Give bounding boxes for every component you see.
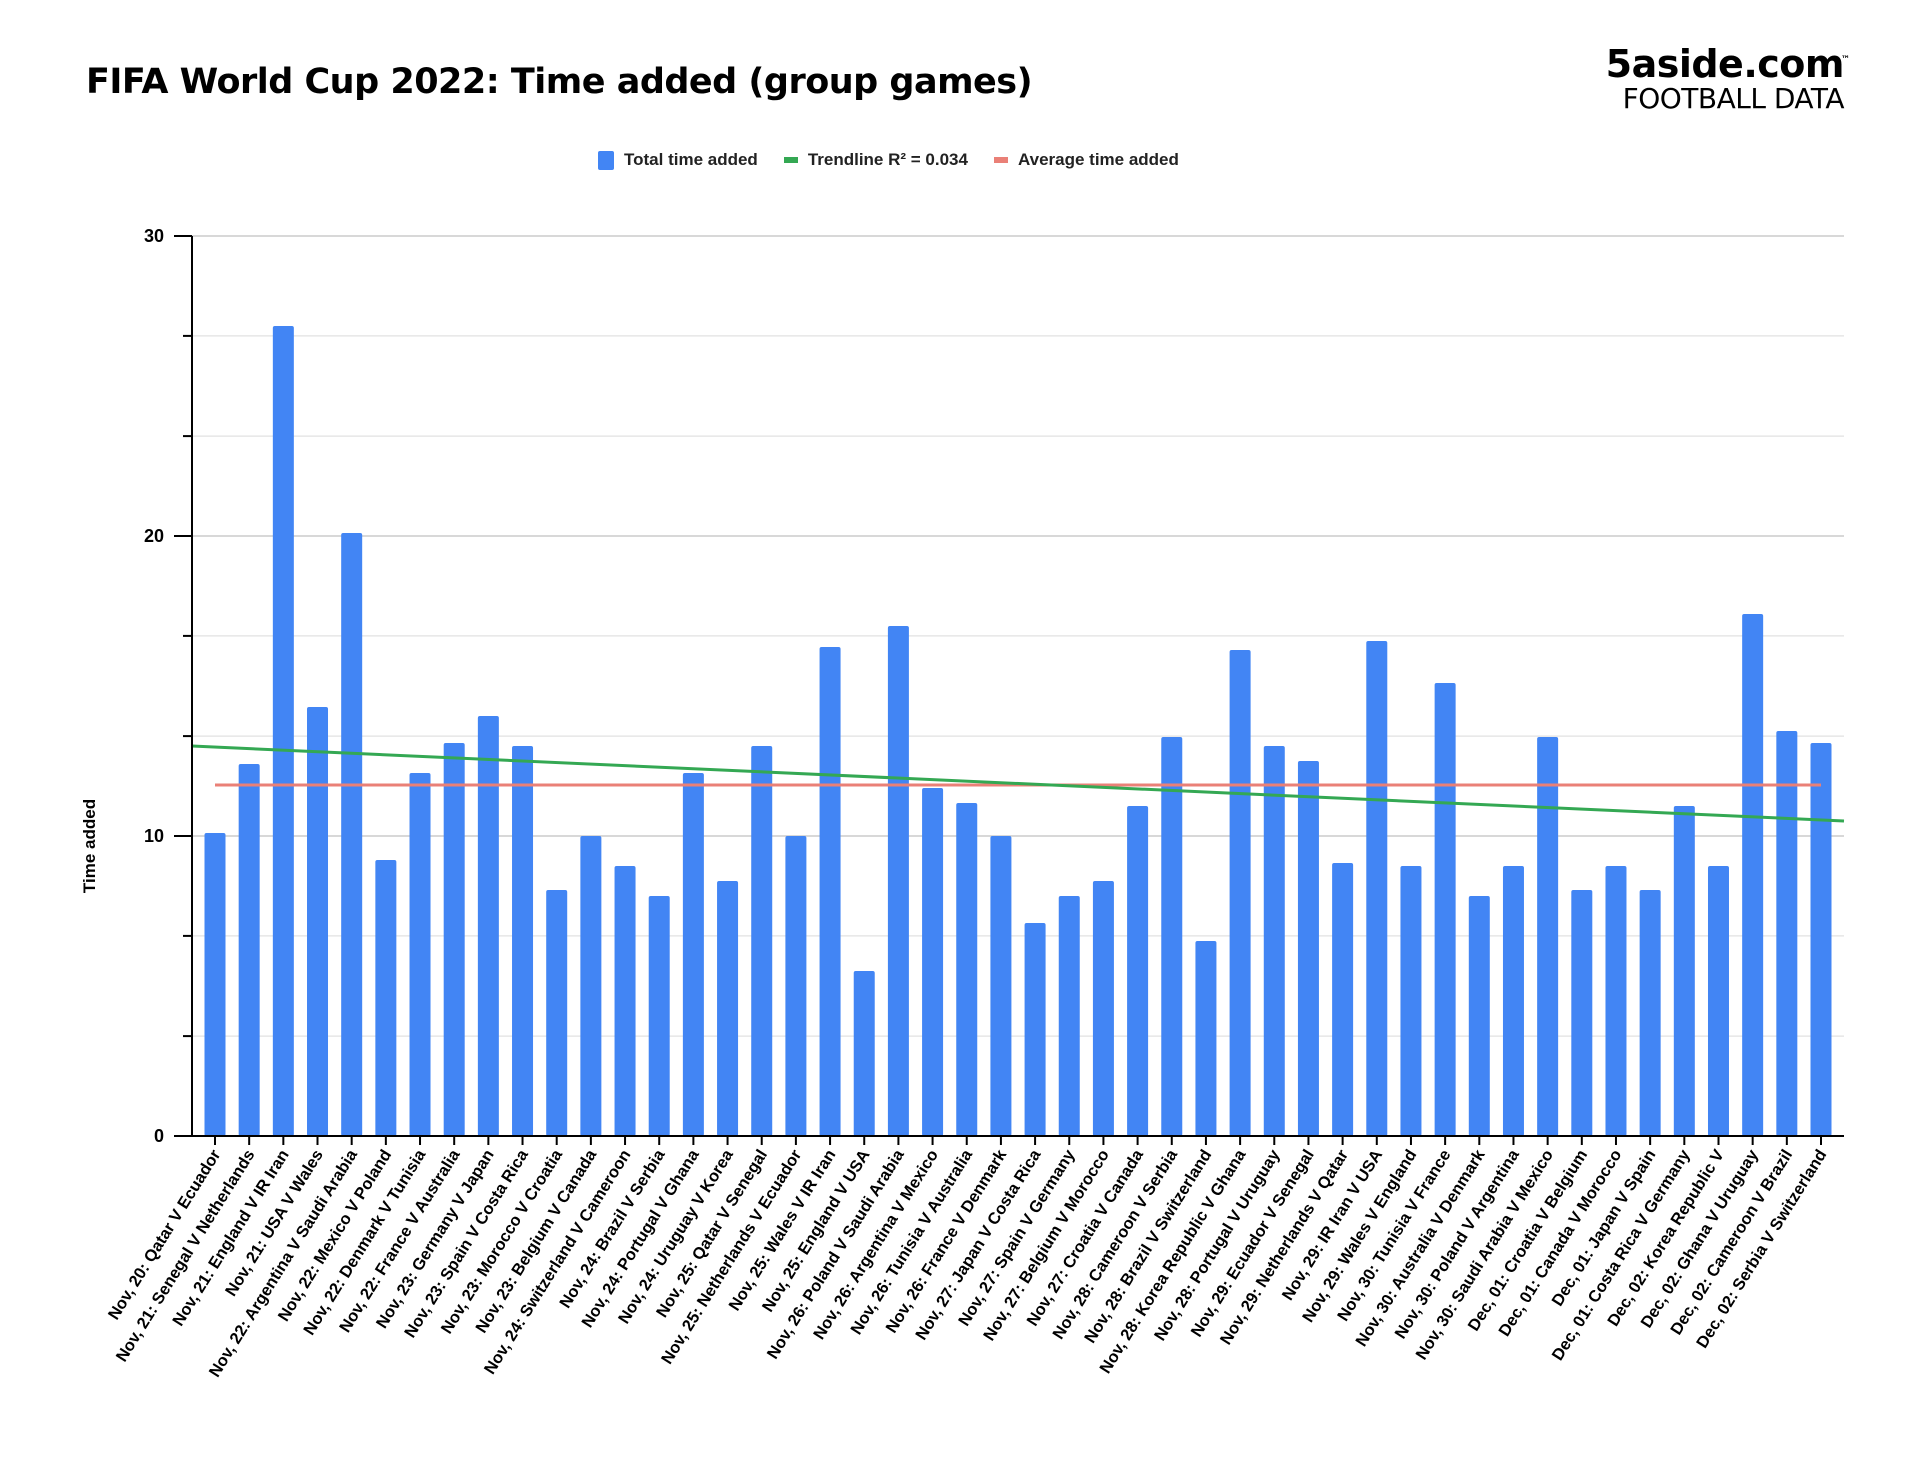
bar: Dec, 02: Cameroon V Brazil: 13.5 [1776,731,1798,1136]
bar: Dec, 02: Korea Republic V: 9 [1707,866,1729,1136]
logo-main-text: 5aside.com [1605,42,1845,86]
bar: Nov, 25: England V USA: 5.5 [853,971,875,1136]
bar: Nov, 24: Switzerland V Cameroon: 9 [614,866,636,1136]
bar: Nov, 30: Poland V Argentina: 9 [1502,866,1524,1136]
legend-item-average: Average time added [993,150,1179,170]
bar: Nov, 23: Morocco V Croatia: 8.2 [546,890,568,1136]
trendline [191,744,1845,823]
bar: Nov, 25: Qatar V Senegal: 13 [751,746,773,1136]
legend-label: Trendline R² = 0.034 [807,150,968,169]
bar: Nov, 30: Tunisia V France: 15.1 [1434,683,1456,1136]
line-swatch-icon [783,157,798,163]
bar: Nov, 26: Argentina V Mexico: 11.6 [922,788,944,1136]
line-swatch-icon [993,157,1008,163]
bar: Nov, 20: Qatar V Ecuador: 10.1 [204,833,226,1136]
y-tick-label: 30 [144,226,164,246]
y-tick-label: 10 [144,826,164,846]
bar: Nov, 25: Netherlands V Ecuador: 10 [785,836,807,1136]
bar: Dec, 01: Japan V Spain: 8.2 [1639,890,1661,1136]
bar: Nov, 21: Senegal V Netherlands: 12.4 [238,764,260,1136]
overlay-lines [191,744,1845,823]
bar: Dec, 01: Canada V Morocco: 9 [1605,866,1627,1136]
bar: Nov, 26: France V Denmark: 10 [990,836,1012,1136]
bar: Nov, 29: Wales V England: 9 [1400,866,1422,1136]
bar: Nov, 29: Ecuador V Senegal: 12.5 [1297,761,1319,1136]
bar: Nov, 23: Germany V Japan: 14 [477,716,499,1136]
bar: Nov, 24: Portugal V Ghana: 12.1 [682,773,704,1136]
bar: Nov, 24: Uruguay V Korea: 8.5 [717,881,739,1136]
legend-item-trendline: Trendline R² = 0.034 [783,150,968,170]
bar: Nov, 27: Japan V Costa Rica: 7.1 [1024,923,1046,1136]
bar: Nov, 22: Denmark V Tunisia: 12.1 [409,773,431,1136]
bar-series: Nov, 20: Qatar V Ecuador: 10.1 Nov, 21: S… [204,326,1832,1136]
bar: Nov, 26: Poland V Saudi Arabia: 17 [887,626,909,1136]
bar: Nov, 22: Mexico V Poland: 9.2 [375,860,397,1136]
logo-wordmark: 5aside.com ™ [1605,42,1850,86]
chart-legend: Total time added Trendline R² = 0.034 Av… [598,150,1205,170]
trademark-icon: ™ [1841,55,1850,65]
bar: Nov, 28: Portugal V Uruguay: 13 [1263,746,1285,1136]
legend-label: Average time added [1017,150,1179,169]
bar: Nov, 28: Korea Republic V Ghana: 16.2 [1229,650,1251,1136]
axes: 0 10 20 30 [144,226,1844,1146]
bar: Dec, 01: Croatia V Belgium: 8.2 [1571,890,1593,1136]
bar: Dec, 02: Ghana V Uruguay: 17.4 [1742,614,1764,1136]
y-tick-label: 20 [144,526,164,546]
bar: Dec, 01: Costa Rica V Germany: 11 [1673,806,1695,1136]
bar-swatch-icon [598,150,614,170]
bar: Nov, 28: Cameroon V Serbia: 13.3 [1161,737,1183,1136]
bar: Nov, 29: IR Iran V USA: 16.5 [1366,641,1388,1136]
logo-subtitle: FOOTBALL DATA [1622,82,1845,115]
gridlines [192,235,1844,1037]
bar: Nov, 23: Spain V Costa Rica: 13 [512,746,534,1136]
bar: Nov, 29: Netherlands V Qatar: 9.1 [1332,863,1354,1136]
bar: Nov, 22: Argentina V Saudi Arabia: 20.1 [341,533,363,1136]
bar: Nov, 27: Croatia V Canada: 11 [1127,806,1149,1136]
chart-title: FIFA World Cup 2022: Time added (group g… [86,62,1033,102]
bar: Nov, 30: Saudi Arabia V Mexico: 13.3 [1537,737,1559,1136]
brand-logo: 5aside.com ™ FOOTBALL DATA [1605,42,1850,115]
bar: Nov, 24: Brazil V Serbia: 8 [648,896,670,1136]
bar: Nov, 22: France V Australia: 13.1 [443,743,465,1136]
legend-item-total-time: Total time added [598,150,758,170]
bar: Nov, 23: Belgium V Canada: 10 [580,836,602,1136]
bar: Nov, 21: England V IR Iran: 27 [272,326,294,1136]
bar: Nov, 30: Australia V Denmark: 8 [1468,896,1490,1136]
bar: Nov, 28: Brazil V Switzerland: 6.5 [1195,941,1217,1136]
bar: Dec, 02: Serbia V Switzerland: 13.1 [1810,743,1832,1136]
bar: Nov, 26: Tunisia V Australia: 11.1 [956,803,978,1136]
bar: Nov, 27: Spain V Germany: 8 [1058,896,1080,1136]
bar: Nov, 21: USA V Wales: 14.3 [307,707,329,1136]
bar: Nov, 27: Belgium V Morocco: 8.5 [1092,881,1114,1136]
legend-label: Total time added [624,150,758,169]
bar: Nov, 25: Wales V IR Iran: 16.3 [819,647,841,1136]
y-tick-label: 0 [154,1126,164,1146]
